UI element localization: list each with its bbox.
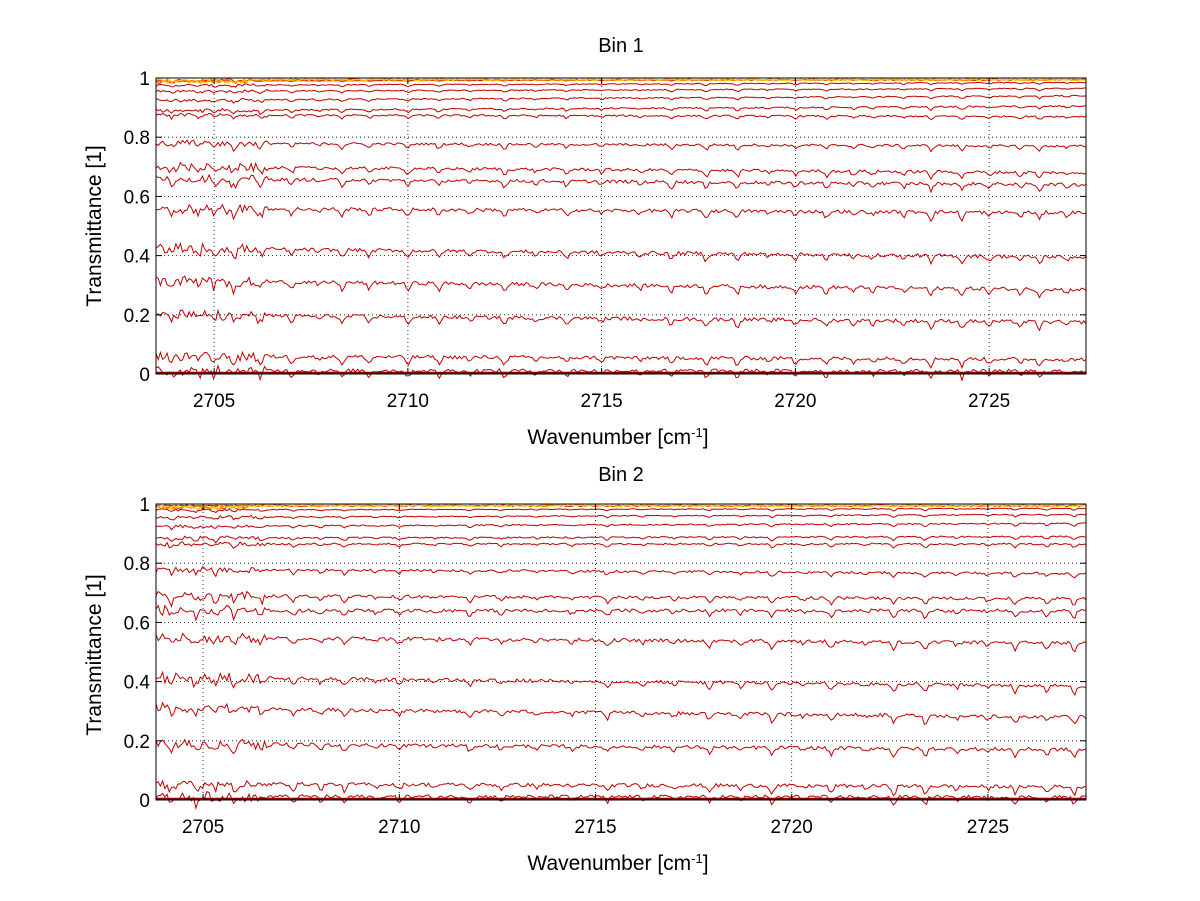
bin-1-x-axis-label-sup: -1: [691, 425, 703, 440]
bin-2-axes-box: [155, 503, 1087, 801]
bin-2-series-line: [155, 565, 1087, 579]
bin-1-y-axis-label: Transmittance [1]: [83, 145, 106, 306]
bin-2-x-axis-label-main: Wavenumber [cm: [527, 852, 691, 875]
bin-1-series-line: [155, 241, 1087, 266]
bin-2-x-tick-label: 2710: [378, 817, 420, 838]
bin-2-series-line-top: [155, 504, 1087, 511]
bin-1-panel: Bin 1 2705 2710 2715 2720 2725 0 0.2 0.4 0.6 0.8 1…: [83, 35, 1087, 450]
bin-2-series: [155, 503, 1087, 811]
bin-2-series-line: [155, 701, 1087, 726]
bin-2-y-axis-label: Transmittance [1]: [83, 574, 106, 735]
bin-1-x-tick-label: 2715: [580, 391, 622, 412]
bin-2-series-line: [155, 507, 1087, 514]
bin-1-x-axis-label-main: Wavenumber [cm: [527, 426, 691, 449]
bin-2-y-tick-label: 0.6: [124, 613, 150, 634]
bin-2-series-line: [155, 522, 1087, 531]
bin-2-x-tick-label: 2725: [967, 817, 1009, 838]
bin-1-y-tick-label: 1: [139, 69, 150, 90]
bin-2-series-line: [155, 541, 1087, 549]
bin-1-x-tick-label: 2710: [387, 391, 429, 412]
bin-1-series-line: [155, 173, 1087, 194]
bin-1-series-line: [155, 87, 1086, 95]
bin-1-series-line: [155, 308, 1087, 332]
bin-2-series-line: [155, 513, 1087, 521]
bin-1-series-line: [155, 81, 1087, 88]
bin-2-x-tick-label: 2705: [182, 817, 224, 838]
bin-1-series-line: [155, 275, 1087, 299]
bin-1-x-tick-label: 2720: [774, 391, 816, 412]
bin-1-y-tick-label: 0: [139, 365, 150, 386]
bin-2-series-line: [155, 535, 1087, 544]
bin-1-y-tick-label: 0.2: [124, 306, 150, 327]
bin-2-x-axis-label-end: ]: [703, 852, 709, 875]
bin-1-series-line: [155, 112, 1087, 121]
bin-1-y-tick-label: 0.6: [124, 187, 150, 208]
bin-2-x-tick-label: 2715: [574, 817, 616, 838]
bin-1-y-tick-label: 0.8: [124, 128, 150, 149]
bin-2-y-tick-label: 0.4: [124, 673, 151, 694]
bin-1-axes-box: [155, 77, 1087, 375]
bin-2-series-line: [155, 670, 1087, 696]
bin-2-x-axis-label: Wavenumber [cm-1]: [527, 851, 708, 876]
bin-2-x-tick-label: 2720: [771, 817, 813, 838]
bin-2-series-line: [155, 779, 1086, 797]
bin-2-y-tick-label: 0.8: [124, 554, 150, 575]
bin-2-title: Bin 2: [598, 464, 644, 486]
bin-1-series-line: [155, 364, 1087, 382]
bin-1-series-line: [155, 161, 1087, 181]
bin-2-panel: Bin 2 2705 2710 2715 2720 2725 0 0.2 0.4 0.6 0.8 1…: [83, 464, 1087, 876]
bin-1-series-line: [155, 203, 1086, 223]
bin-1-y-tick-label: 0.4: [124, 247, 151, 268]
bin-1-x-tick-label: 2725: [968, 391, 1010, 412]
bin-2-x-axis-label-sup: -1: [691, 851, 703, 866]
bin-1-series: [155, 77, 1087, 382]
bin-1-x-axis-label: Wavenumber [cm-1]: [527, 425, 708, 450]
bin-2-y-tick-label: 0: [139, 791, 150, 812]
bin-2-series-line: [155, 738, 1087, 759]
bin-2-y-tick-label: 1: [139, 495, 150, 516]
bin-2-ticks: 2705 2710 2715 2720 2725 0 0.2 0.4 0.6 0.8 1: [124, 495, 1086, 838]
bin-2-series-line: [155, 604, 1086, 622]
bin-1-series-line: [155, 104, 1087, 116]
bin-1-series-line-top: [155, 78, 1087, 85]
bin-2-y-tick-label: 0.2: [124, 732, 150, 753]
bin-1-x-axis-label-end: ]: [703, 426, 709, 449]
bin-1-x-tick-label: 2705: [193, 391, 235, 412]
bin-1-series-line: [155, 350, 1087, 370]
bin-2-series-line: [155, 590, 1087, 609]
bin-1-title: Bin 1: [598, 35, 644, 57]
bin-1-series-line: [155, 94, 1087, 104]
bin-1-ticks: 2705 2710 2715 2720 2725 0 0.2 0.4 0.6 0.8 1: [124, 69, 1086, 412]
bin-1-series-line: [155, 139, 1087, 153]
bin-2-series-line: [155, 632, 1087, 653]
